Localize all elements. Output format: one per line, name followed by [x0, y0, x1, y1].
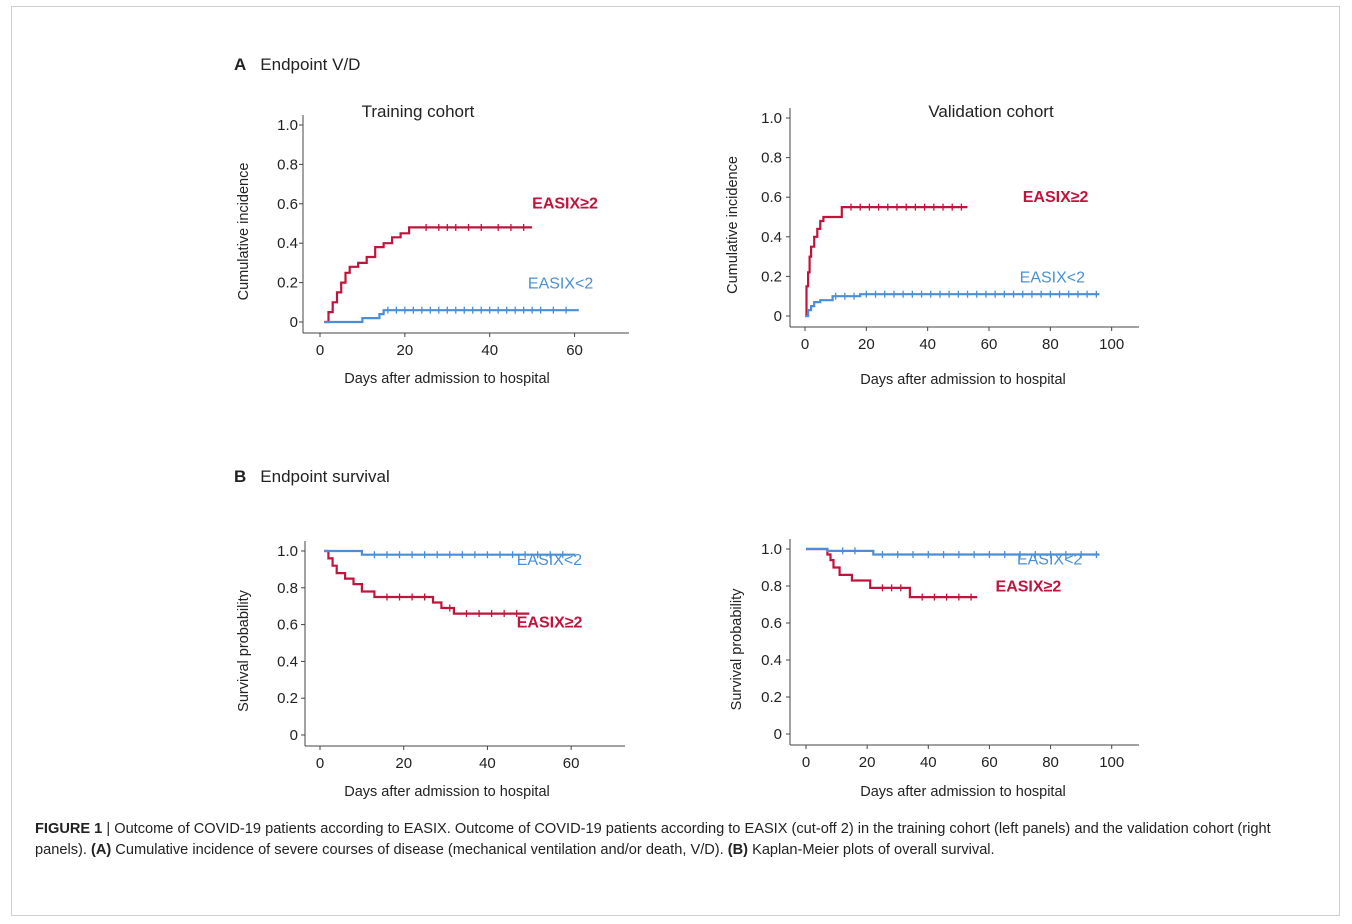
y-tick-label: 1.0: [761, 110, 782, 127]
caption-b-text: Kaplan-Meier plots of overall survival.: [748, 842, 995, 858]
series-label-easix-high: EASIX≥2: [532, 196, 598, 213]
x-tick-label: 40: [920, 754, 937, 771]
x-tick-label: 60: [563, 755, 580, 772]
x-tick-label: 0: [316, 755, 324, 772]
x-tick-label: 0: [802, 754, 810, 771]
y-tick-label: 0.6: [761, 615, 782, 632]
x-tick-label: 20: [859, 754, 876, 771]
series-label-easix-high: EASIX≥2: [1023, 189, 1089, 206]
km-panels: 0 0.2 0.4 0.6 0.8 1.0 0 20 40 60 Days after admiss…: [236, 102, 1139, 800]
section-a-letter: A: [234, 55, 247, 74]
series-label-easix-low: EASIX<2: [1020, 269, 1085, 286]
series-line-easix-high: [806, 547, 978, 599]
x-tick-label: 60: [981, 754, 998, 771]
y-tick-label: 0.2: [761, 689, 782, 706]
x-tick-label: 40: [479, 755, 496, 772]
y-tick-label: 0.8: [277, 580, 298, 597]
caption-b-tag: (B): [727, 842, 749, 858]
x-tick-label: 80: [1042, 754, 1059, 771]
chart-a-validation: 0 0.2 0.4 0.6 0.8 1.0 0 20 40 60 80 100 Days after a…: [725, 102, 1139, 388]
y-tick-label: 0.2: [761, 268, 782, 285]
chart-b-validation: 0 0.2 0.4 0.6 0.8 1.0 0 20 40 60 80 100 Days after a…: [729, 539, 1139, 800]
y-axis-label: Survival probability: [729, 588, 745, 710]
chart-title: Training cohort: [362, 102, 475, 121]
y-axis-label: Cumulative incidence: [725, 156, 741, 294]
section-a-heading: A Endpoint V/D: [234, 55, 360, 75]
series-label-easix-high: EASIX≥2: [996, 579, 1062, 596]
section-b-title: Endpoint survival: [260, 467, 390, 486]
series-line-easix-low: [324, 549, 576, 556]
series-line-easix-low: [324, 309, 579, 324]
y-tick-label: 0.8: [761, 150, 782, 167]
y-tick-label: 0.8: [761, 578, 782, 595]
caption-separator: |: [102, 821, 115, 837]
x-tick-label: 0: [801, 336, 809, 353]
series-line-easix-high: [324, 549, 530, 615]
y-tick-label: 0.6: [277, 196, 298, 213]
x-tick-label: 60: [981, 336, 998, 353]
y-tick-label: 1.0: [277, 543, 298, 560]
section-b-heading: B Endpoint survival: [234, 467, 390, 487]
x-axis-label: Days after admission to hospital: [860, 784, 1066, 800]
x-tick-label: 40: [481, 342, 498, 359]
x-axis-label: Days after admission to hospital: [860, 372, 1066, 388]
y-tick-label: 1.0: [761, 541, 782, 558]
series-label-easix-low: EASIX<2: [528, 276, 593, 293]
x-axis-label: Days after admission to hospital: [344, 784, 550, 800]
y-tick-label: 0.2: [277, 275, 298, 292]
y-tick-label: 0.4: [761, 229, 782, 246]
chart-b-training: 0 0.2 0.4 0.6 0.8 1.0 0 20 40 60 Days after admiss…: [236, 541, 625, 800]
series-line-easix-low: [806, 547, 1100, 556]
y-tick-label: 0: [774, 308, 782, 325]
y-tick-label: 0.4: [761, 652, 782, 669]
figure-frame: [11, 6, 1340, 916]
x-tick-label: 60: [566, 342, 583, 359]
y-tick-label: 0: [774, 726, 782, 743]
series-label-easix-low: EASIX<2: [517, 552, 582, 569]
series-line-easix-high: [805, 206, 968, 318]
series-label-easix-low: EASIX<2: [1017, 552, 1082, 569]
x-tick-label: 20: [395, 755, 412, 772]
section-b-letter: B: [234, 467, 247, 486]
y-tick-label: 0.8: [277, 156, 298, 173]
caption-a-tag: (A): [90, 842, 112, 858]
y-tick-label: 1.0: [277, 117, 298, 134]
caption-figure-label: FIGURE 1: [35, 821, 103, 837]
x-tick-label: 40: [919, 336, 936, 353]
x-tick-label: 100: [1099, 754, 1124, 771]
x-tick-label: 20: [858, 336, 875, 353]
series-label-easix-high: EASIX≥2: [517, 614, 583, 631]
y-axis-label: Survival probability: [236, 589, 252, 711]
x-tick-label: 0: [316, 342, 324, 359]
y-tick-label: 0: [290, 727, 298, 744]
y-tick-label: 0.6: [277, 617, 298, 634]
x-axis-label: Days after admission to hospital: [344, 371, 550, 387]
y-tick-label: 0.6: [761, 189, 782, 206]
chart-a-training: 0 0.2 0.4 0.6 0.8 1.0 0 20 40 60 Days after admiss…: [236, 102, 629, 387]
caption-intro: Outcome of COVID-19 patients according t…: [35, 821, 1271, 858]
chart-title: Validation cohort: [928, 102, 1054, 121]
y-tick-label: 0.4: [277, 653, 298, 670]
y-tick-label: 0.2: [277, 690, 298, 707]
caption-a-text: Cumulative incidence of severe courses o…: [111, 842, 728, 858]
x-tick-label: 20: [397, 342, 414, 359]
series-line-easix-low: [805, 293, 1100, 318]
y-axis-label: Cumulative incidence: [236, 163, 252, 301]
figure-caption: FIGURE 1 | Outcome of COVID-19 patients …: [35, 819, 1325, 861]
x-tick-label: 100: [1099, 336, 1124, 353]
y-tick-label: 0: [290, 314, 298, 331]
section-a-title: Endpoint V/D: [260, 55, 361, 74]
y-tick-label: 0.4: [277, 235, 298, 252]
series-line-easix-high: [324, 226, 533, 324]
x-tick-label: 80: [1042, 336, 1059, 353]
